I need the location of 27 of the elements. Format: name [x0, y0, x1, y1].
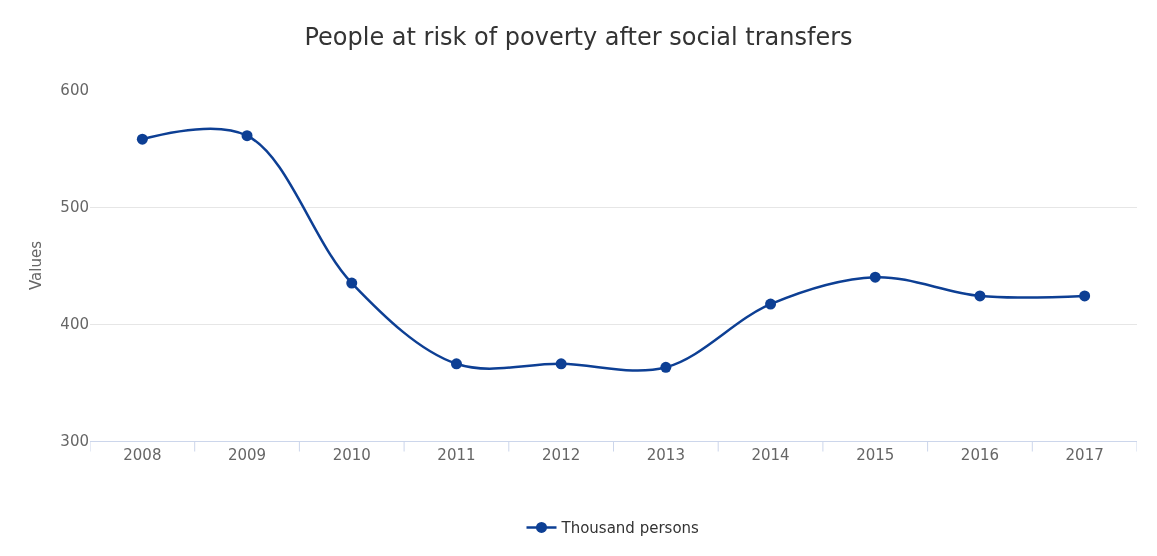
- y-tick-label: 600: [60, 81, 89, 100]
- point: [555, 358, 567, 370]
- chart-title: People at risk of poverty after social transfers: [304, 22, 853, 51]
- x-tick-label: 2009: [227, 446, 267, 464]
- x-tick-label: 2015: [856, 446, 895, 464]
- x-tick-label: 2017: [1065, 446, 1104, 464]
- x-tick-label: 2008: [123, 446, 162, 464]
- x-tick-label: 2012: [542, 446, 581, 464]
- point: [450, 358, 462, 370]
- x-tick-label: 2016: [960, 446, 1000, 464]
- point: [346, 277, 358, 289]
- point: [974, 290, 986, 302]
- point: [869, 271, 881, 283]
- point: [1079, 290, 1091, 302]
- y-axis-title: Values: [26, 240, 45, 291]
- x-tick-label: 2014: [751, 446, 790, 464]
- x-tick-label: 2010: [332, 446, 371, 464]
- x-tick-label: 2011: [437, 446, 476, 464]
- point: [765, 298, 777, 310]
- legend-label: Thousand persons: [560, 519, 700, 538]
- y-tick-label: 300: [60, 432, 89, 451]
- y-tick-label: 400: [60, 315, 89, 334]
- y-tick-label: 500: [60, 198, 89, 217]
- point: [660, 361, 672, 373]
- point: [241, 130, 253, 142]
- x-tick-label: 2013: [646, 446, 685, 464]
- point: [136, 133, 148, 145]
